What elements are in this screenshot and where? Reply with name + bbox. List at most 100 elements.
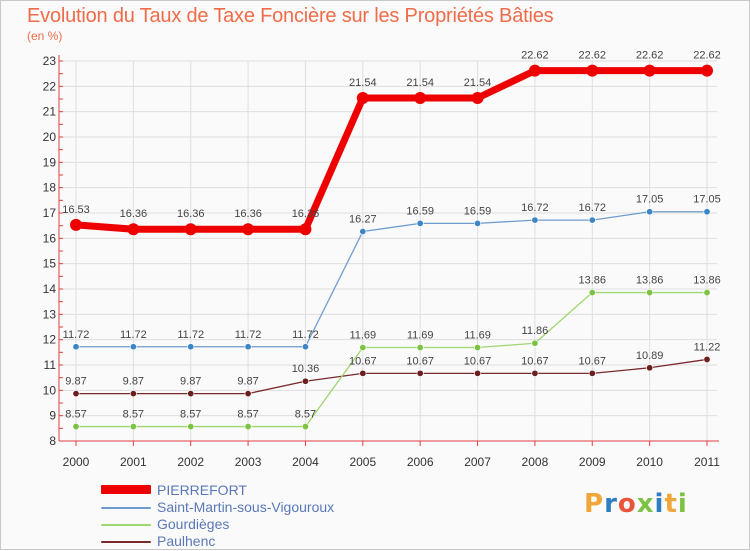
data-label: 16.36 bbox=[234, 208, 262, 220]
data-label: 16.59 bbox=[464, 205, 492, 217]
y-tick-label: 9 bbox=[49, 409, 56, 423]
y-tick-label: 8 bbox=[49, 434, 56, 448]
y-tick-label: 11 bbox=[44, 358, 57, 372]
y-tick-label: 21 bbox=[43, 105, 57, 119]
data-point bbox=[244, 343, 252, 351]
data-point bbox=[129, 390, 137, 398]
data-label: 10.89 bbox=[636, 350, 664, 362]
data-point bbox=[187, 343, 195, 351]
x-tick-label: 2002 bbox=[177, 455, 204, 469]
data-point bbox=[416, 219, 424, 227]
data-label: 9.87 bbox=[237, 376, 258, 388]
data-label: 9.87 bbox=[123, 376, 144, 388]
data-label: 17.05 bbox=[636, 194, 664, 206]
y-tick-label: 20 bbox=[43, 130, 57, 144]
legend-swatch bbox=[101, 524, 151, 526]
y-tick-label: 13 bbox=[43, 307, 57, 321]
data-point bbox=[244, 423, 252, 431]
data-point bbox=[359, 344, 367, 352]
plot-area bbox=[59, 61, 717, 441]
data-label: 10.67 bbox=[521, 355, 549, 367]
data-label: 16.36 bbox=[120, 208, 148, 220]
legend-swatch bbox=[101, 507, 151, 509]
data-label: 8.57 bbox=[237, 409, 258, 421]
data-point bbox=[127, 223, 140, 236]
data-label: 11.69 bbox=[464, 330, 491, 342]
legend-label: Paulhenc bbox=[157, 533, 216, 549]
proxiti-logo: Proxiti bbox=[584, 489, 688, 519]
data-label: 16.72 bbox=[579, 202, 607, 214]
x-tick-label: 2004 bbox=[292, 455, 319, 469]
data-point bbox=[416, 369, 424, 377]
y-tick-label: 17 bbox=[43, 206, 57, 220]
data-label: 21.54 bbox=[349, 77, 377, 89]
y-tick-label: 15 bbox=[43, 257, 57, 271]
x-tick-label: 2011 bbox=[694, 455, 720, 469]
x-tick-label: 2003 bbox=[235, 455, 262, 469]
data-label: 8.57 bbox=[123, 409, 144, 421]
data-point bbox=[299, 223, 312, 236]
data-point bbox=[703, 208, 711, 216]
data-point bbox=[586, 64, 599, 77]
data-point bbox=[703, 289, 711, 297]
series-line bbox=[75, 291, 708, 428]
data-point bbox=[359, 369, 367, 377]
legend-label: PIERREFORT bbox=[157, 482, 247, 498]
data-label: 10.36 bbox=[292, 363, 320, 375]
y-tick-label: 16 bbox=[43, 231, 57, 245]
data-point bbox=[244, 390, 252, 398]
data-label: 22.62 bbox=[521, 50, 549, 62]
data-point bbox=[531, 339, 539, 347]
data-label: 10.67 bbox=[579, 355, 607, 367]
data-point bbox=[646, 208, 654, 216]
data-point bbox=[184, 223, 197, 236]
data-label: 11.69 bbox=[349, 330, 376, 342]
y-tick-label: 18 bbox=[43, 181, 57, 195]
data-point bbox=[129, 343, 137, 351]
data-label: 8.57 bbox=[180, 409, 201, 421]
data-point bbox=[646, 364, 654, 372]
data-point bbox=[301, 423, 309, 431]
data-point bbox=[588, 369, 596, 377]
legend-label: Gourdièges bbox=[157, 516, 230, 532]
series-line bbox=[75, 211, 708, 348]
data-label: 13.86 bbox=[579, 275, 607, 287]
data-label: 17.05 bbox=[693, 194, 721, 206]
data-point bbox=[588, 289, 596, 297]
x-tick-label: 2008 bbox=[522, 455, 549, 469]
data-point bbox=[474, 344, 482, 352]
legend-label: Saint-Martin-sous-Vigouroux bbox=[157, 499, 335, 515]
y-tick-label: 19 bbox=[43, 155, 57, 169]
legend-swatch bbox=[101, 541, 151, 543]
legend-swatch bbox=[101, 485, 151, 494]
x-tick-label: 2009 bbox=[579, 455, 606, 469]
data-point bbox=[359, 227, 367, 235]
data-point bbox=[129, 423, 137, 431]
data-point bbox=[72, 390, 80, 398]
data-point bbox=[301, 377, 309, 385]
chart-subtitle: (en %) bbox=[27, 29, 63, 43]
data-label: 8.57 bbox=[65, 409, 86, 421]
data-point bbox=[531, 369, 539, 377]
data-label: 13.86 bbox=[693, 275, 721, 287]
data-label: 22.62 bbox=[579, 50, 607, 62]
data-label: 22.62 bbox=[693, 50, 721, 62]
data-label: 9.87 bbox=[65, 376, 86, 388]
data-label: 16.36 bbox=[177, 208, 205, 220]
data-label: 11.72 bbox=[292, 329, 319, 341]
chart-title: Evolution du Taux de Taxe Foncière sur l… bbox=[27, 5, 554, 27]
data-label: 8.57 bbox=[295, 409, 316, 421]
x-tick-label: 2010 bbox=[636, 455, 663, 469]
data-label: 16.72 bbox=[521, 202, 549, 214]
data-label: 21.54 bbox=[464, 77, 492, 89]
data-label: 9.87 bbox=[180, 376, 201, 388]
data-point bbox=[474, 369, 482, 377]
data-point bbox=[646, 289, 654, 297]
x-tick-label: 2000 bbox=[63, 455, 90, 469]
data-label: 22.62 bbox=[636, 50, 664, 62]
data-label: 10.67 bbox=[464, 355, 492, 367]
data-point bbox=[72, 343, 80, 351]
data-point bbox=[643, 64, 656, 77]
